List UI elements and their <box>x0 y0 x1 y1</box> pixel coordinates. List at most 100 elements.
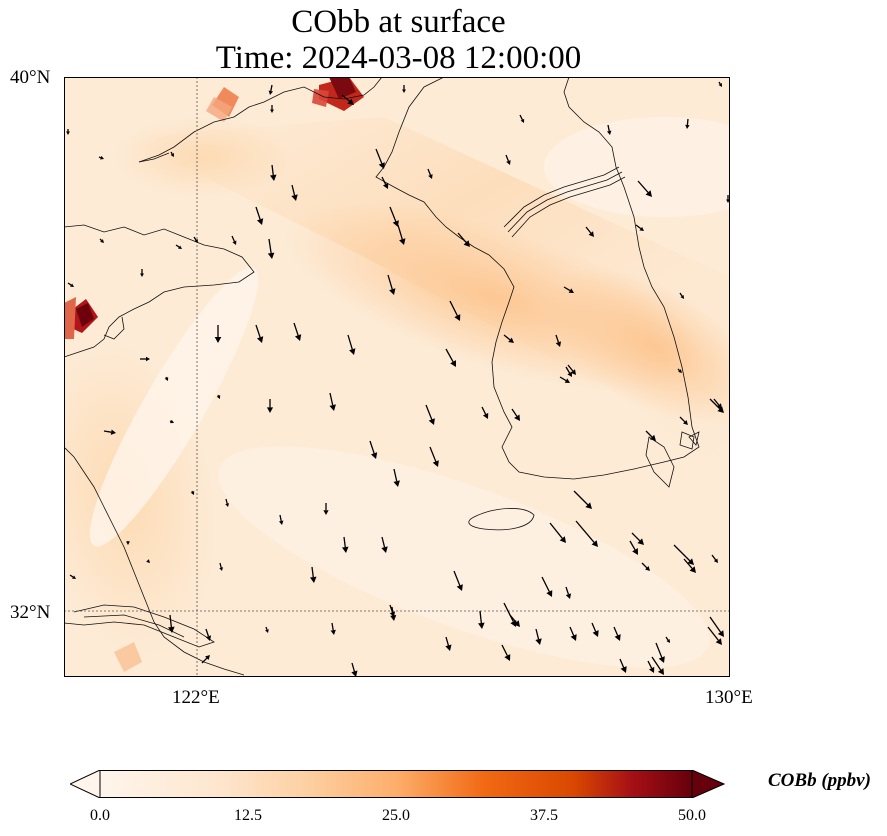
wind-arrow <box>219 562 224 571</box>
wind-arrow <box>629 540 638 555</box>
wind-arrow <box>457 232 470 247</box>
colorbar-tick-37-5: 37.5 <box>530 807 558 824</box>
colorbar-title: COBb (ppbv) <box>768 770 871 791</box>
wind-arrow <box>575 520 598 547</box>
wind-arrow <box>591 622 599 637</box>
lon-tick-130: 130°E <box>705 687 753 708</box>
wind-arrow <box>140 356 150 362</box>
wind-arrow <box>216 394 221 399</box>
wind-arrow <box>347 334 356 355</box>
lat-tick-32: 32°N <box>10 602 51 623</box>
wind-arrow <box>505 154 511 165</box>
wind-arrow <box>255 206 264 225</box>
wind-arrow <box>683 558 696 573</box>
gridlines <box>64 77 730 677</box>
wind-arrow <box>146 559 150 563</box>
plot-title-line2: Time: 2024-03-08 12:00:00 <box>215 40 582 76</box>
wind-arrow <box>170 151 174 157</box>
wind-arrow <box>481 406 489 419</box>
wind-arrow <box>225 498 230 507</box>
wind-arrow <box>330 622 336 635</box>
wind-arrow <box>503 334 514 343</box>
wind-arrow <box>389 604 396 617</box>
wind-arrow <box>402 85 406 93</box>
wind-arrow <box>329 392 336 411</box>
wind-arrow <box>193 236 198 243</box>
wind-arrow <box>573 490 592 509</box>
wind-arrow <box>169 419 174 424</box>
wind-arrow <box>665 636 670 643</box>
wind-arrow <box>341 94 354 105</box>
wind-arrow <box>429 446 439 467</box>
colorbar-max-extend <box>691 770 725 798</box>
map-border <box>64 77 730 677</box>
wind-arrow <box>103 429 116 435</box>
wind-arrow <box>270 105 274 113</box>
map-panel <box>64 77 730 677</box>
map-canvas <box>64 77 730 677</box>
colorbar-gradient <box>99 770 693 798</box>
wind-arrow <box>66 129 70 135</box>
wind-arrow <box>535 628 542 645</box>
colorbar-tick-25: 25.0 <box>382 807 410 824</box>
wind-arrow <box>265 626 269 633</box>
wind-arrow <box>519 114 525 123</box>
wind-arrow <box>718 81 722 87</box>
wind-arrow <box>231 235 237 245</box>
wind-arrow <box>563 286 574 293</box>
wind-arrow <box>567 364 576 375</box>
wind-arrow <box>478 610 485 629</box>
wind-arrow <box>323 503 329 515</box>
wind-arrow <box>279 514 284 525</box>
wind-arrow <box>501 644 511 661</box>
wind-arrow <box>425 404 435 425</box>
wind-arrow <box>565 586 572 599</box>
wind-arrow <box>677 368 682 373</box>
wind-arrow <box>175 244 182 249</box>
wind-arrow <box>381 176 389 189</box>
wind-arrow <box>381 536 388 553</box>
wind-arrow <box>555 334 562 347</box>
wind-arrow <box>631 532 644 545</box>
wind-arrow <box>99 238 104 243</box>
wind-arrow <box>569 626 577 641</box>
wind-arrow <box>267 238 275 259</box>
wind-arrow <box>713 398 722 409</box>
wind-arrow <box>369 440 378 459</box>
wind-arrow <box>445 348 456 367</box>
wind-arrow <box>309 566 317 583</box>
lon-tick-122: 122°E <box>172 687 220 708</box>
wind-arrow <box>393 468 400 487</box>
wind-arrow <box>69 574 76 579</box>
wind-arrow <box>214 325 222 343</box>
wind-arrow <box>168 614 175 633</box>
wind-arrow <box>389 206 399 227</box>
wind-arrow <box>201 655 210 664</box>
colorbar-tick-0: 0.0 <box>90 807 110 824</box>
wind-arrow <box>190 490 195 495</box>
concentration-field-highlights <box>64 117 730 668</box>
wind-arrow <box>641 562 650 571</box>
wind-arrow <box>647 660 655 673</box>
wind-arrow <box>445 636 452 651</box>
wind-arrow <box>269 164 277 181</box>
wind-arrow <box>655 642 665 663</box>
wind-arrow <box>387 274 396 295</box>
wind-arrow <box>709 398 724 413</box>
colorbar-tick-12-5: 12.5 <box>234 807 262 824</box>
wind-arrow <box>503 602 517 627</box>
wind-arrow <box>565 366 572 377</box>
wind-arrow <box>449 300 461 321</box>
wind-vectors <box>66 81 730 677</box>
wind-arrow <box>585 226 594 237</box>
lat-tick-40: 40°N <box>10 67 51 88</box>
wind-arrow <box>607 124 612 135</box>
wind-arrow <box>726 195 730 203</box>
wind-arrow <box>255 324 264 343</box>
wind-arrow <box>375 148 385 169</box>
wind-arrow <box>293 322 302 341</box>
wind-arrow <box>711 554 718 563</box>
wind-arrow <box>541 576 553 597</box>
wind-arrow <box>98 155 104 160</box>
plot-title-line1: CObb at surface <box>291 4 506 40</box>
